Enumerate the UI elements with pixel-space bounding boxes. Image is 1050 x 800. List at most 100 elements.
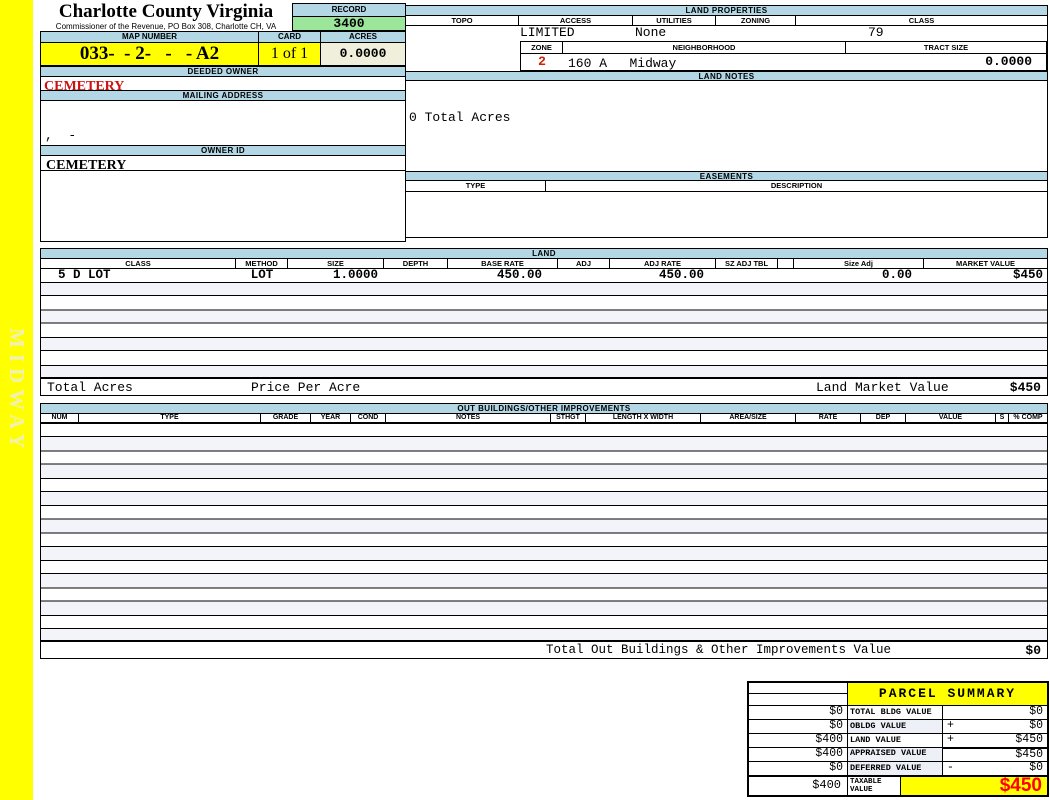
utilities-header: UTILITIES	[633, 16, 716, 25]
summary-row-total-bldg: $0 TOTAL BLDG VALUE $0	[749, 705, 1047, 719]
ob-header-cond: COND	[351, 414, 386, 422]
land-header-depth: DEPTH	[384, 259, 448, 268]
topo-value	[406, 26, 519, 41]
row-opval: $450	[943, 747, 1047, 761]
neighborhood-strip: MIDWAY	[0, 0, 33, 800]
owner-id-value: CEMETERY	[46, 158, 127, 173]
mailing-address-box: , -	[40, 100, 406, 146]
land-row-size: 1.0000	[332, 269, 378, 282]
out-buildings-title: OUT BUILDINGS/OTHER IMPROVEMENTS	[41, 404, 1047, 414]
parcel-summary: PARCEL SUMMARY $0 TOTAL BLDG VALUE $0 $0…	[747, 681, 1049, 797]
land-totals-row: Total Acres Price Per Acre Land Market V…	[40, 378, 1048, 396]
summary-row-land: $400 LAND VALUE + $450	[749, 733, 1047, 747]
county-title: Charlotte County Virginia	[58, 1, 274, 22]
land-header-adj-rate: ADJ RATE	[610, 259, 716, 268]
summary-row-taxable: $400 TAXABLE VALUE $450	[749, 775, 1047, 795]
easement-type-header: TYPE	[406, 181, 546, 191]
land-row-size-adj: 0.00	[881, 269, 912, 282]
land-row-method: LOT	[250, 269, 274, 282]
ob-header-notes: NOTES	[386, 414, 551, 422]
deeded-owner-box: CEMETERY	[40, 76, 406, 94]
easements-title: EASEMENTS	[406, 171, 1047, 181]
land-data-row: 5 D LOT LOT 1.0000 450.00 450.00 0.00 $4…	[41, 269, 1047, 282]
record-label: RECORD	[293, 4, 405, 17]
ob-header-year: YEAR	[311, 414, 351, 422]
land-header-market-value: MARKET VALUE	[955, 259, 1016, 268]
neighborhood-value: Midway	[629, 56, 677, 70]
out-buildings-empty-rows	[41, 423, 1047, 640]
land-row-depth	[384, 269, 448, 282]
zone-value: 2	[538, 54, 546, 69]
taxable-prior-value: $400	[749, 775, 848, 795]
ob-header-length-width: LENGTH X WIDTH	[586, 414, 701, 422]
zoning-value	[716, 26, 796, 41]
land-empty-rows	[41, 282, 1047, 377]
access-header: ACCESS	[519, 16, 633, 25]
row-label: LAND VALUE	[848, 733, 943, 747]
ob-header-s: VALUE	[906, 414, 996, 422]
map-number-value: 033- - 2- - - A2	[41, 43, 259, 65]
row-value: $450	[1015, 733, 1043, 746]
row-opval: + $450	[943, 733, 1047, 747]
land-notes-title: LAND NOTES	[406, 71, 1047, 81]
land-header-sz-adj-tbl: SZ ADJ TBL	[716, 259, 778, 268]
record-value: 3400	[293, 17, 405, 30]
row-value: $450	[1015, 748, 1043, 761]
land-header-spacer	[778, 259, 794, 268]
land-row-base-rate: 450.00	[496, 269, 542, 282]
row-label: DEFERRED VALUE	[848, 761, 943, 775]
access-value: LIMITED	[520, 26, 575, 40]
easement-description-header: DESCRIPTION	[770, 181, 823, 190]
tract-size-label: TRACT SIZE	[923, 43, 969, 52]
land-row-market-value: $450	[1012, 269, 1043, 282]
ob-header-sthgt: STHGT	[551, 414, 586, 422]
zone-subtable: ZONE NEIGHBORHOOD TRACT SIZE 2 160 A Mid…	[520, 41, 1047, 71]
land-header-adj: ADJ	[558, 259, 610, 268]
row-value: $0	[1029, 705, 1043, 718]
land-table: LAND CLASS METHOD SIZE DEPTH BASE RATE A…	[40, 248, 1048, 378]
neighborhood-label: NEIGHBORHOOD	[563, 42, 846, 53]
taxable-label: TAXABLE VALUE	[848, 775, 901, 795]
land-row-adj	[558, 269, 610, 282]
row-label: OBLDG VALUE	[848, 719, 943, 733]
county-heading: Charlotte County Virginia Commissioner o…	[40, 1, 292, 32]
neighborhood-cell: 160 A Midway	[563, 54, 846, 70]
ob-header-value: S	[996, 414, 1009, 422]
ob-header-type: TYPE	[79, 414, 261, 422]
utilities-value: None	[635, 26, 667, 40]
zone-code-value: 160 A	[568, 56, 608, 70]
summary-row-obldg: $0 OBLDG VALUE + $0	[749, 719, 1047, 733]
ob-header-area-size: AREA/SIZE	[701, 414, 796, 422]
owner-id-box: CEMETERY	[40, 155, 406, 173]
prior-value: $0	[749, 719, 848, 733]
row-opval: $0	[943, 705, 1047, 719]
neighborhood-strip-label: MIDWAY	[5, 328, 29, 455]
land-header-size: SIZE	[288, 259, 384, 268]
ob-header-grade: GRADE	[261, 414, 311, 422]
row-label: APPRAISED VALUE	[848, 747, 943, 761]
ob-header-pct-comp: % COMP	[1013, 414, 1043, 421]
acres-value: 0.0000	[321, 43, 405, 65]
class-header: CLASS	[908, 16, 935, 25]
parcel-summary-blank-cell	[749, 683, 848, 705]
land-row-class: 5 D LOT	[58, 269, 111, 282]
county-address: Commissioner of the Revenue, PO Box 308,…	[55, 22, 277, 31]
land-title: LAND	[41, 249, 1047, 259]
card-label: CARD	[259, 32, 321, 42]
total-acres-label: Total Acres	[47, 380, 133, 395]
out-buildings-total-value: $0	[1025, 643, 1041, 658]
land-properties-title: LAND PROPERTIES	[406, 6, 1047, 16]
card-value: 1 of 1	[259, 43, 321, 65]
prior-value: $400	[749, 747, 848, 761]
ob-header-num: NUM	[41, 414, 79, 422]
land-header-size-adj: Size Adj	[794, 259, 924, 268]
row-operator: -	[947, 761, 954, 774]
land-row-sz-adj-tbl	[716, 269, 778, 282]
row-label: TOTAL BLDG VALUE	[848, 705, 943, 719]
price-per-acre-label: Price Per Acre	[251, 380, 361, 395]
land-market-value-label: Land Market Value	[816, 380, 949, 395]
out-buildings-table: OUT BUILDINGS/OTHER IMPROVEMENTS NUM TYP…	[40, 403, 1048, 641]
class-value: 79	[868, 26, 884, 40]
land-market-value-total: $450	[1009, 380, 1041, 395]
